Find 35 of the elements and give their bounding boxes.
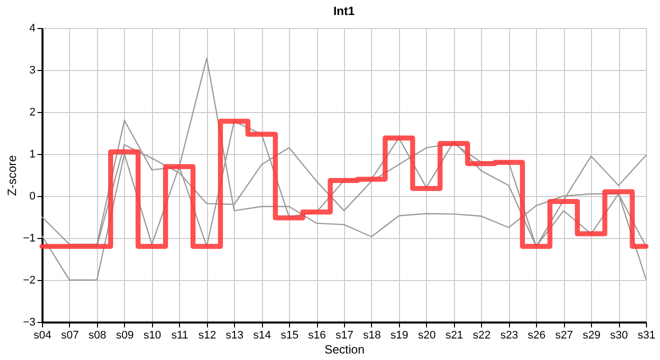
- x-tick-label: s30: [610, 330, 628, 342]
- y-tick-label: 3: [29, 64, 36, 76]
- x-tick-label: s17: [336, 330, 354, 342]
- x-tick-label: s09: [116, 330, 134, 342]
- x-axis-title: Section: [324, 342, 365, 356]
- y-tick-label: −2: [22, 274, 36, 286]
- y-tick-label: 1: [29, 148, 36, 160]
- x-tick-label: s18: [363, 330, 381, 342]
- x-tick-label: s21: [445, 330, 464, 342]
- x-tick-label: s20: [418, 330, 436, 342]
- x-tick-label: s26: [528, 330, 546, 342]
- y-tick-label: 2: [29, 106, 36, 118]
- x-tick-label: s19: [390, 330, 408, 342]
- x-tick-label: s22: [472, 330, 491, 342]
- x-tick-label: s13: [226, 330, 244, 342]
- x-tick-label: s15: [280, 330, 298, 342]
- chart-title: Int1: [333, 4, 355, 18]
- x-tick-label: s16: [308, 330, 326, 342]
- x-tick-label: s04: [34, 330, 52, 342]
- line-series: [41, 58, 647, 281]
- y-tick-label: −1: [22, 232, 36, 244]
- x-tick-label: s12: [198, 330, 216, 342]
- y-axis-title: Z-score: [4, 154, 19, 196]
- x-tick-label: s07: [61, 330, 79, 342]
- x-tick-label: s08: [88, 330, 106, 342]
- x-tick-label: s14: [253, 330, 272, 342]
- y-tick-label: 4: [29, 22, 36, 34]
- x-tick-label: s27: [555, 330, 574, 342]
- y-tick-label: 0: [29, 190, 36, 202]
- x-tick-label: s31: [638, 330, 656, 342]
- x-tick-label: s11: [171, 330, 188, 342]
- x-tick-label: s23: [500, 330, 518, 342]
- y-tick-label: −3: [22, 316, 36, 328]
- x-tick-label: s29: [582, 330, 600, 342]
- x-tick-label: s10: [143, 330, 162, 342]
